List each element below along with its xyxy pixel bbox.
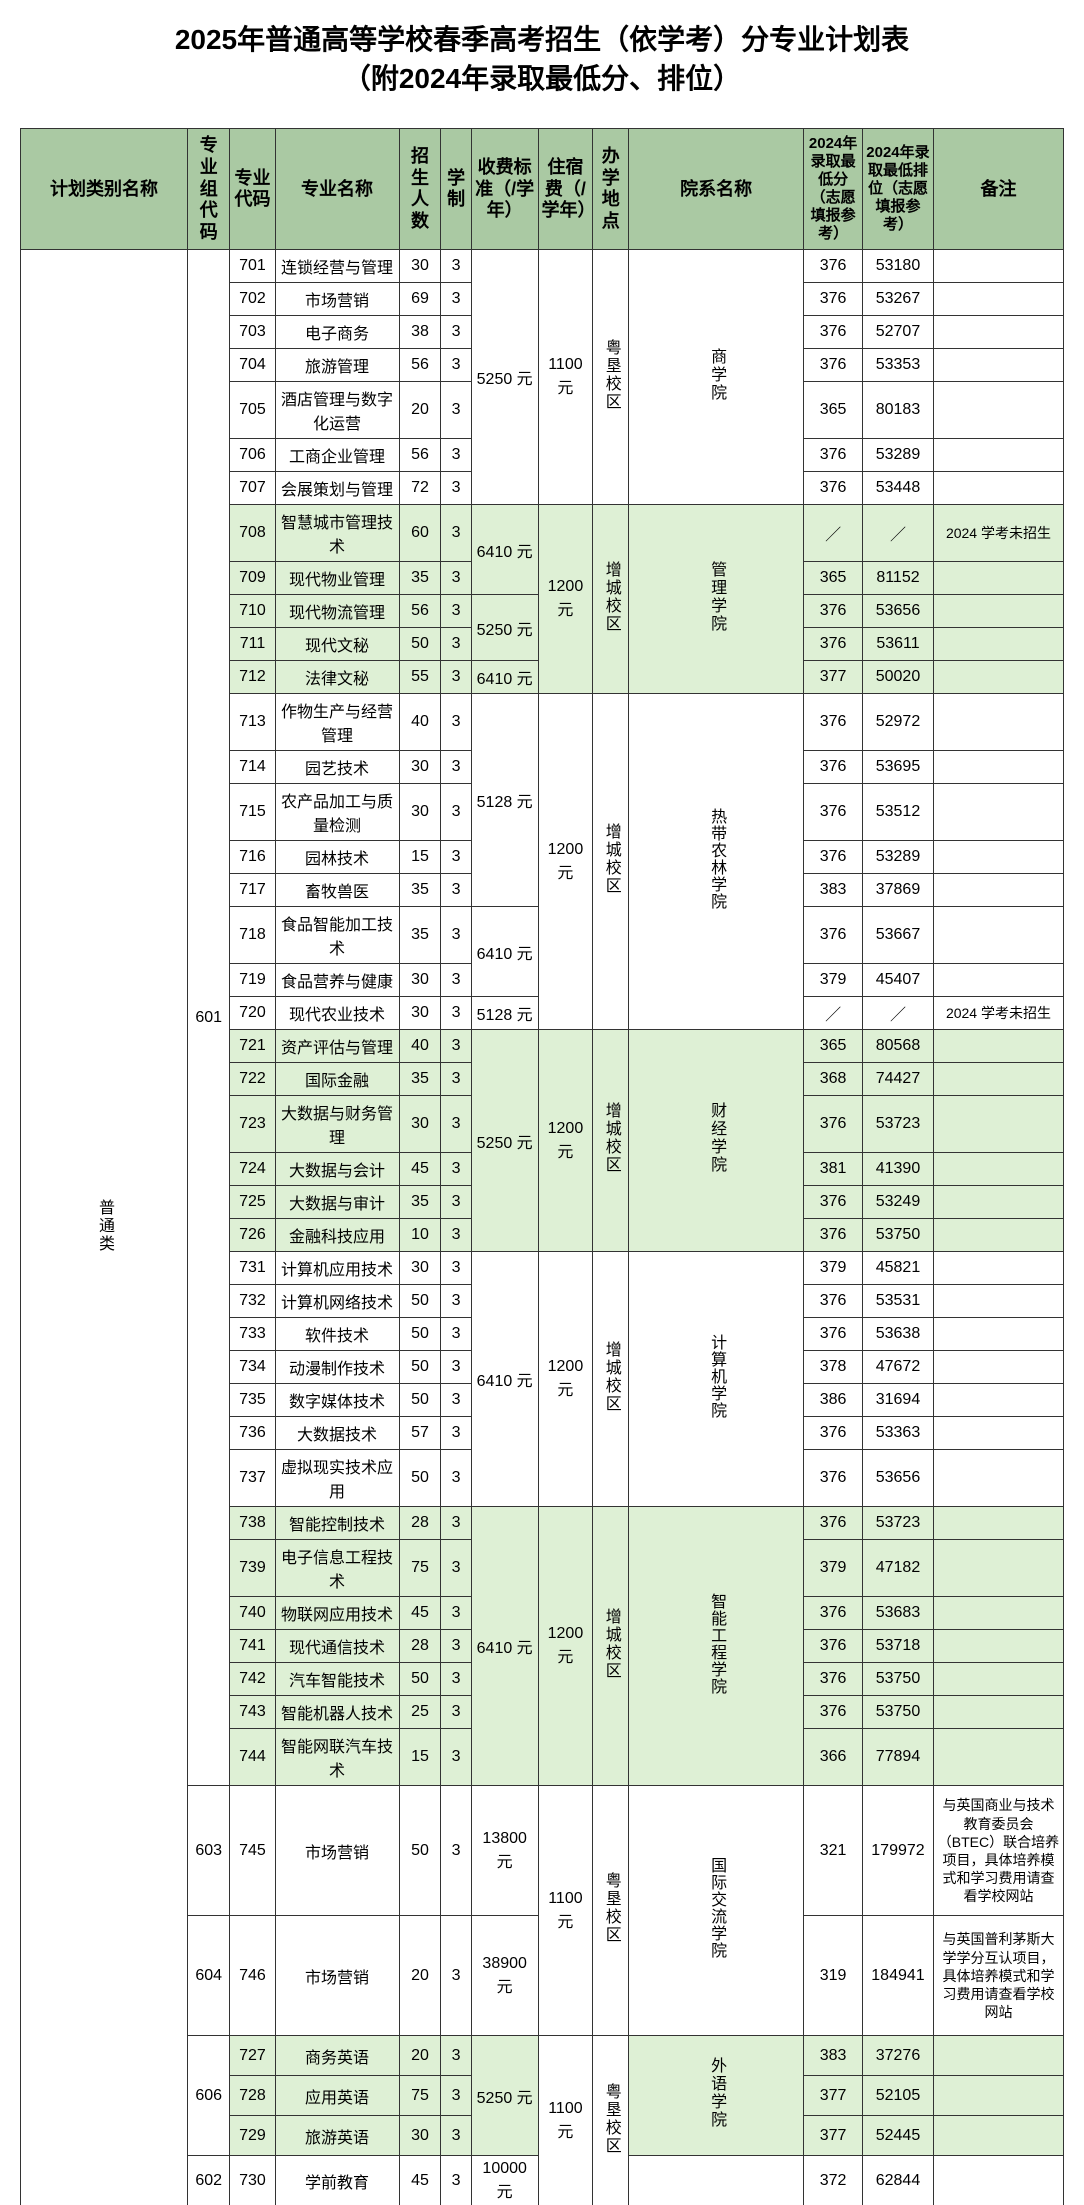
col-rank: 2024年录取最低排位（志愿填报参考）: [863, 129, 934, 250]
col-code: 专业代码: [230, 129, 275, 250]
group-601: 601: [188, 250, 230, 1786]
duration: 3: [441, 250, 471, 283]
category-putong: 普通类: [21, 250, 188, 2205]
col-remark: 备注: [933, 129, 1063, 250]
title-line2: （附2024年录取最低分、排位）: [343, 63, 741, 94]
group-604: 604: [188, 1916, 230, 2036]
col-duration: 学制: [441, 129, 471, 250]
col-score: 2024年录取最低分（志愿填报参考）: [804, 129, 863, 250]
enroll-num: 30: [399, 250, 441, 283]
page-title: 2025年普通高等学校春季高考招生（依学考）分专业计划表 （附2024年录取最低…: [20, 20, 1064, 98]
col-campus: 办学地点: [593, 129, 629, 250]
remark: [933, 250, 1063, 283]
col-group: 专业组代码: [188, 129, 230, 250]
header-row: 计划类别名称 专业组代码 专业代码 专业名称 招生人数 学制 收费标准（/学年）…: [21, 129, 1064, 250]
admissions-table: 计划类别名称 专业组代码 专业代码 专业名称 招生人数 学制 收费标准（/学年）…: [20, 128, 1064, 2205]
col-enroll: 招生人数: [399, 129, 441, 250]
campus: 粤垦校区: [593, 250, 629, 505]
col-major: 专业名称: [275, 129, 399, 250]
table-row: 普通类 601 701 连锁经营与管理 30 3 5250 元 1100元 粤垦…: [21, 250, 1064, 283]
col-dorm: 住宿费（/学年）: [538, 129, 593, 250]
major-code: 701: [230, 250, 275, 283]
rank: 53180: [863, 250, 934, 283]
col-dept: 院系名称: [629, 129, 804, 250]
col-tuition: 收费标准（/学年）: [471, 129, 538, 250]
col-category: 计划类别名称: [21, 129, 188, 250]
group-606: 606: [188, 2036, 230, 2156]
dept: 商学院: [629, 250, 804, 505]
score: 376: [804, 250, 863, 283]
group-602: 602: [188, 2156, 230, 2205]
dorm-fee: 1100元: [538, 250, 593, 505]
group-603: 603: [188, 1786, 230, 1916]
title-line1: 2025年普通高等学校春季高考招生（依学考）分专业计划表: [175, 24, 909, 55]
major-name: 连锁经营与管理: [275, 250, 399, 283]
tuition: 5250 元: [471, 250, 538, 505]
